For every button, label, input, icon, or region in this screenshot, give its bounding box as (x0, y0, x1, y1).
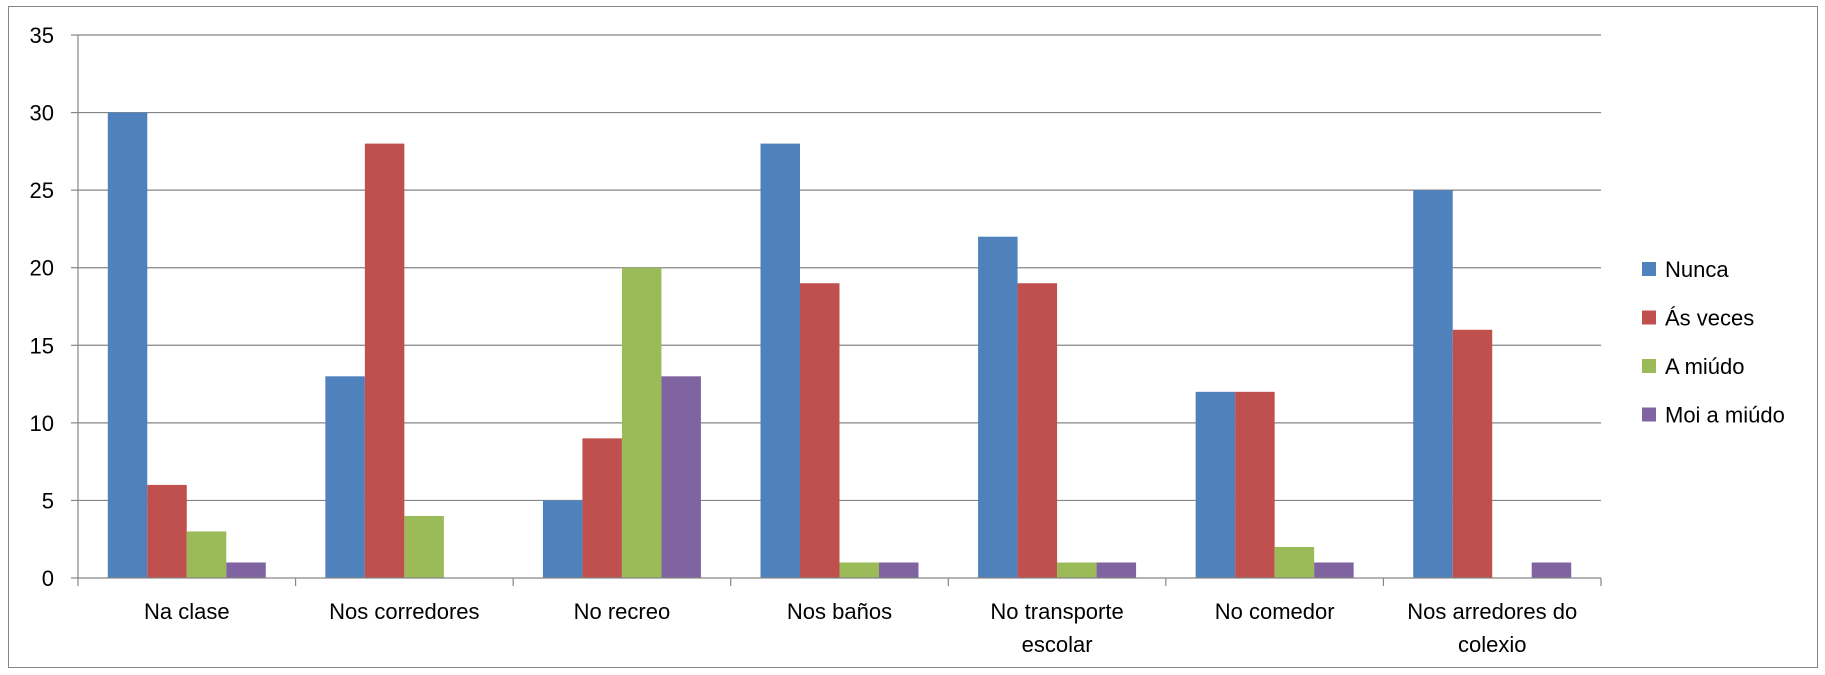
legend-label: A miúdo (1665, 354, 1745, 379)
bar-nunca (760, 143, 800, 578)
bar--s-veces (1452, 329, 1493, 578)
bar-nunca (542, 500, 583, 578)
labels: 0 5 10 15 20 25 30 35 Na clase Nos corredores No r… (30, 23, 1578, 657)
y-tick-label: 30 (30, 101, 54, 126)
bar-nunca (1413, 190, 1453, 578)
bar-a-mi-do (1057, 562, 1097, 578)
bar-a-mi-do (186, 531, 227, 578)
legend-swatch (1642, 407, 1656, 422)
y-tick-label: 5 (42, 488, 54, 513)
bar-a-mi-do (839, 562, 879, 578)
y-tick-label: 15 (30, 333, 54, 358)
x-category-label: No recreo (574, 599, 671, 624)
chart-frame (8, 6, 1818, 668)
y-tick-label: 25 (30, 178, 54, 203)
bar--s-veces (800, 283, 840, 578)
bar-moi-a-mi-do (661, 376, 701, 578)
y-tick-label: 35 (30, 23, 54, 48)
x-category-label: No comedor (1215, 599, 1335, 624)
bar-nunca (107, 112, 148, 579)
legend-label: Nunca (1665, 257, 1729, 282)
bar-moi-a-mi-do (1531, 562, 1572, 578)
x-category-label: Nos baños (787, 599, 892, 624)
y-tick-label: 0 (42, 566, 54, 591)
bar-moi-a-mi-do (1096, 562, 1137, 578)
bar--s-veces (582, 438, 622, 578)
bar-a-mi-do (621, 267, 662, 578)
bar-nunca (325, 376, 365, 578)
bar-a-mi-do (404, 515, 444, 578)
legend-swatch (1642, 359, 1656, 373)
y-tick-label: 10 (30, 411, 54, 436)
bar-moi-a-mi-do (879, 562, 919, 578)
bar-a-mi-do (1274, 546, 1315, 578)
bar--s-veces (147, 484, 187, 578)
legend-swatch (1642, 262, 1656, 276)
legend-swatch (1642, 310, 1656, 325)
x-category-label: colexio (1458, 632, 1526, 657)
bar--s-veces (1235, 391, 1275, 578)
x-category-label: escolar (1022, 632, 1093, 657)
x-category-label: No transporte (990, 599, 1123, 624)
bar--s-veces (1017, 283, 1058, 578)
legend-label: Moi a miúdo (1665, 403, 1785, 428)
legend: Nunca Ás veces A miúdo Moi a miúdo (1642, 257, 1785, 428)
bar-nunca (978, 236, 1018, 578)
bar-moi-a-mi-do (226, 562, 266, 578)
bar--s-veces (364, 143, 405, 578)
x-category-label: Nos arredores do (1407, 599, 1577, 624)
bars (107, 112, 1572, 579)
bar-moi-a-mi-do (1314, 562, 1354, 578)
axes (71, 34, 1602, 586)
legend-label: Ás veces (1665, 306, 1754, 331)
x-category-label: Na clase (144, 599, 230, 624)
x-category-label: Nos corredores (329, 599, 479, 624)
y-tick-label: 20 (30, 256, 54, 281)
bar-nunca (1195, 391, 1236, 578)
